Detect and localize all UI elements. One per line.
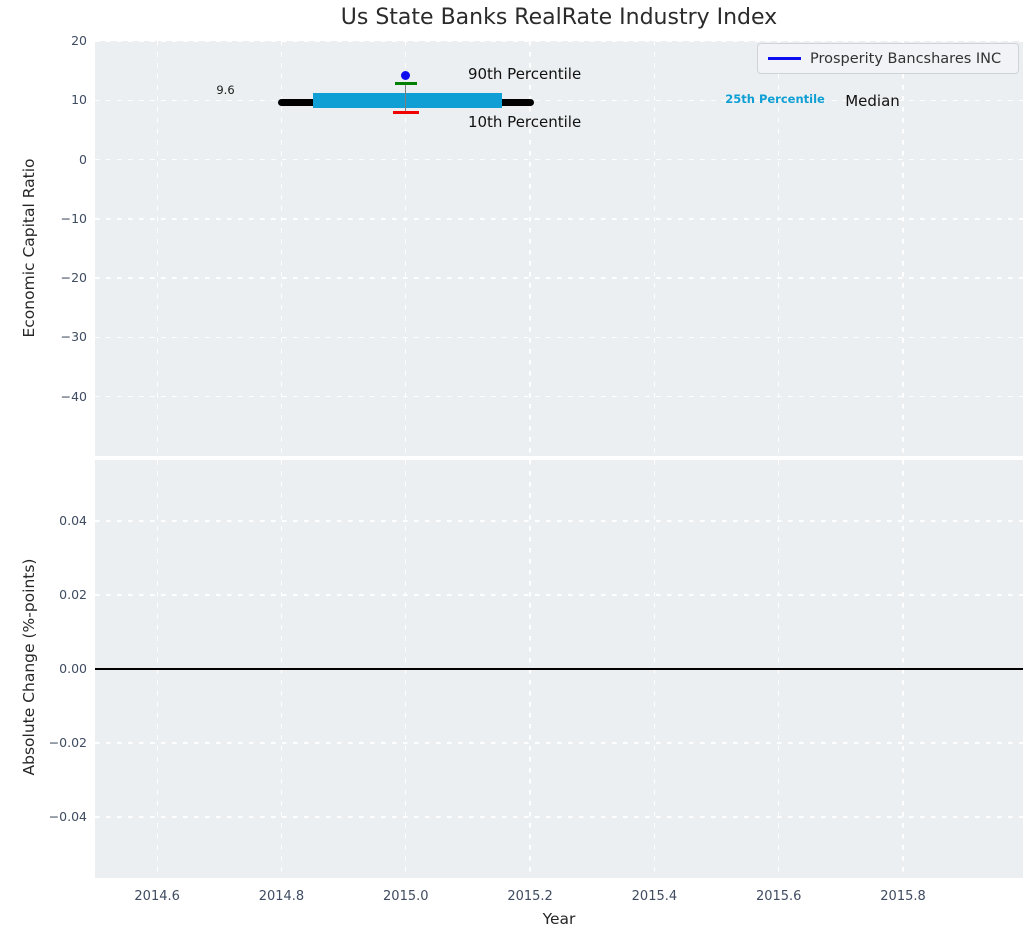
gridline-vertical — [902, 41, 904, 456]
y-tick-label: 10 — [71, 92, 87, 108]
y-tick-label: −0.04 — [48, 808, 87, 824]
y-tick-label: 0.02 — [59, 587, 87, 603]
gridline-horizontal — [95, 520, 1023, 522]
p90-cap — [394, 82, 417, 86]
y-tick-label: −0.02 — [48, 734, 87, 750]
x-tick-label: 2014.8 — [258, 889, 305, 904]
y-tick-label: 20 — [71, 33, 87, 48]
x-tick-label: 2015.6 — [755, 889, 802, 904]
gridline-horizontal — [95, 158, 1023, 161]
gridline-horizontal — [95, 336, 1023, 339]
gridline-horizontal — [95, 742, 1023, 744]
gridline-horizontal — [95, 816, 1023, 818]
gridline-horizontal — [95, 41, 1023, 42]
gridline-horizontal — [95, 396, 1023, 398]
y-tick-label: 0 — [79, 151, 87, 167]
x-axis-label: Year — [542, 910, 576, 928]
y-tick-label: −40 — [60, 388, 87, 404]
p25-label: 25th Percentile — [725, 92, 825, 107]
gridline-horizontal — [95, 594, 1023, 596]
gridline-horizontal — [95, 218, 1023, 220]
legend: Prosperity Bancshares INC — [757, 43, 1019, 74]
p10-cap — [392, 111, 419, 115]
p90-label: 90th Percentile — [467, 65, 582, 84]
zero-line — [95, 668, 1023, 670]
x-tick-label: 2015.4 — [631, 889, 678, 904]
p10-label: 10th Percentile — [467, 113, 582, 132]
gridline-vertical — [156, 41, 158, 456]
y-tick-label: 0.00 — [59, 661, 87, 676]
bottom-axes — [95, 460, 1023, 878]
legend-label: Prosperity Bancshares INC — [810, 50, 1002, 67]
x-tick-label: 2015.0 — [383, 889, 429, 904]
gridline-vertical — [280, 41, 283, 456]
chart-title: Us State Banks RealRate Industry Index — [340, 5, 778, 30]
whisker-line — [405, 83, 407, 113]
top-axes — [95, 41, 1023, 456]
y-tick-label: −20 — [60, 270, 87, 286]
gridline-horizontal — [95, 99, 1023, 101]
iqr-band — [313, 93, 503, 108]
median-label: Median — [845, 92, 900, 111]
x-tick-label: 2015.2 — [507, 889, 553, 904]
y-tick-label: −10 — [60, 210, 87, 226]
gridline-horizontal — [95, 277, 1023, 279]
median-value-label: 9.6 — [216, 82, 235, 97]
x-tick-label: 2014.6 — [134, 889, 180, 904]
gridline-vertical — [778, 41, 780, 456]
y-tick-label: −30 — [60, 329, 87, 345]
x-tick-label: 2015.8 — [880, 889, 926, 904]
y-tick-label: 0.04 — [59, 513, 87, 529]
top-y-axis-label: Economic Capital Ratio — [20, 158, 38, 338]
gridline-vertical — [405, 41, 407, 456]
gridline-vertical — [529, 41, 531, 456]
legend-line-icon — [768, 57, 801, 60]
company-point — [401, 70, 411, 80]
gridline-vertical — [653, 41, 656, 456]
